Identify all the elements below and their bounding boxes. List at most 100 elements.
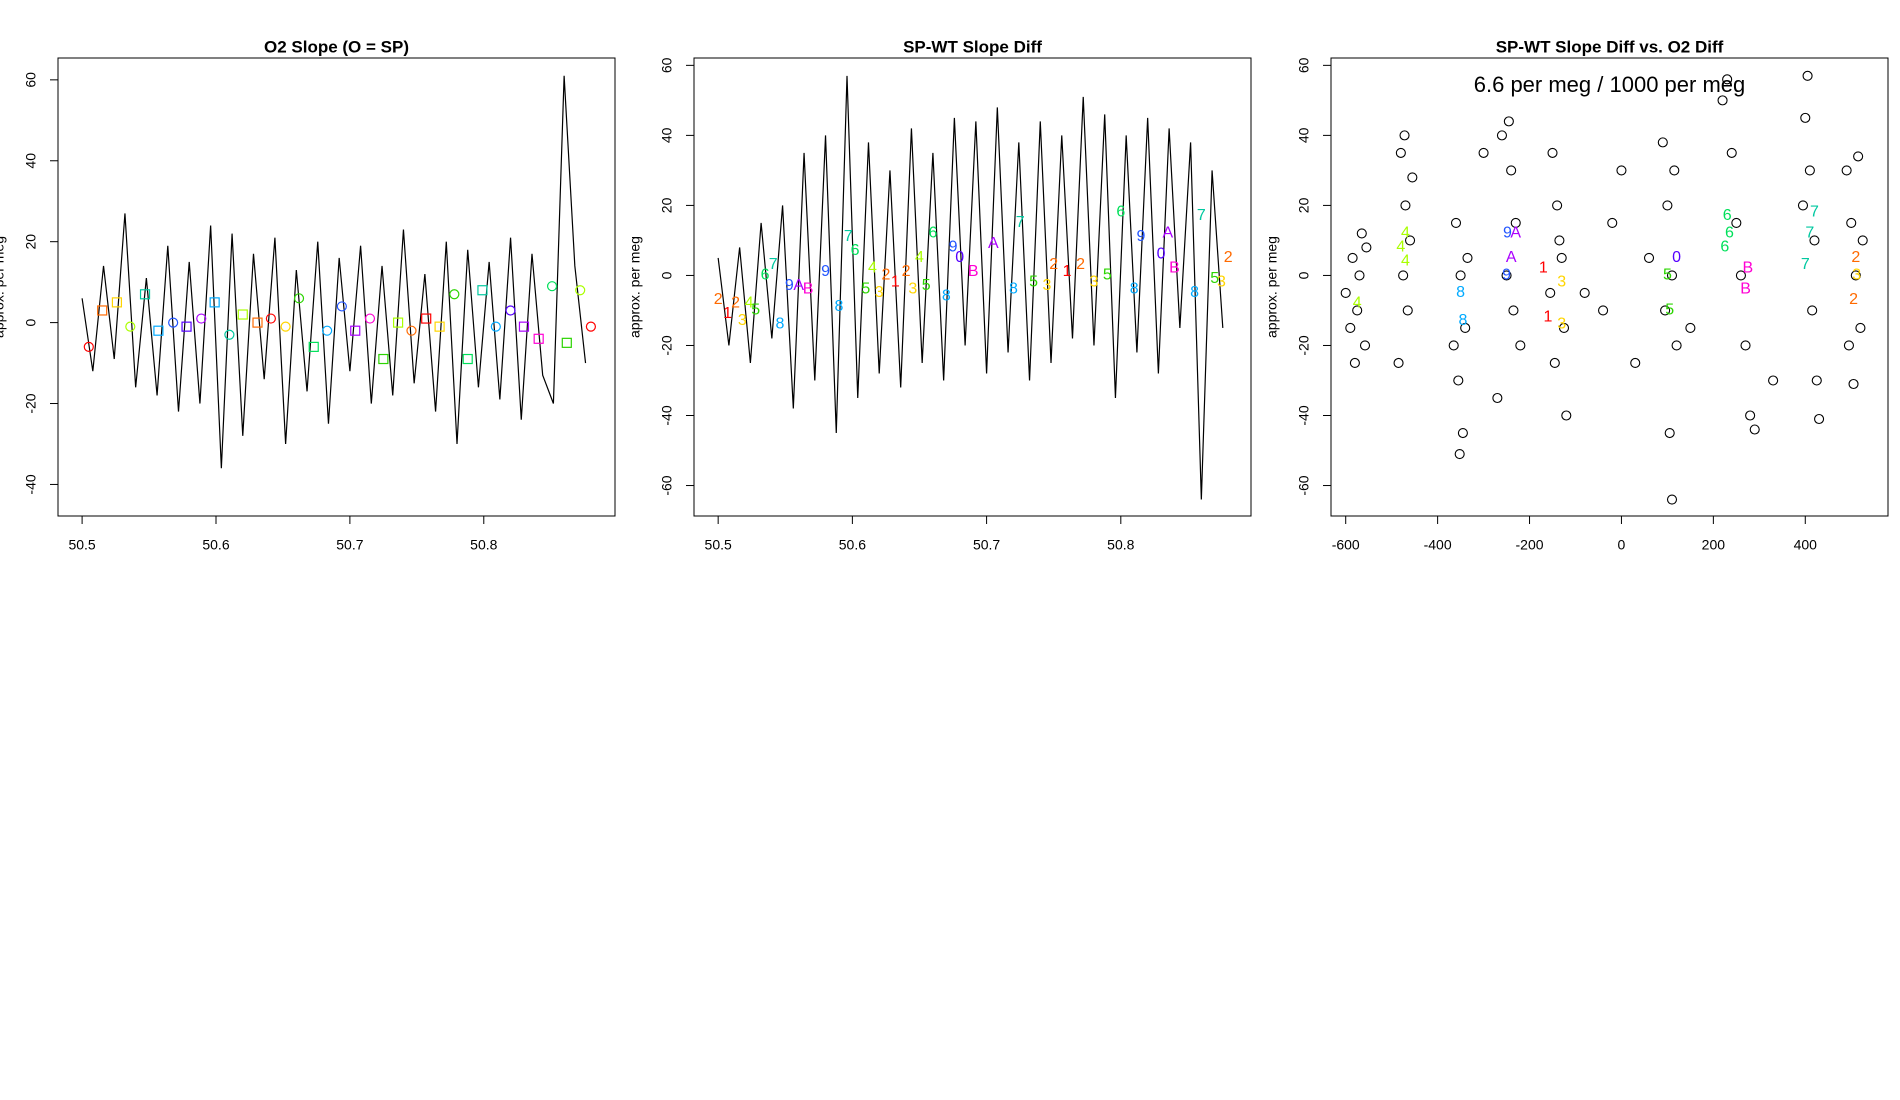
point-label: 8 bbox=[1130, 281, 1139, 298]
circle-marker bbox=[168, 317, 179, 328]
scatter-point bbox=[1855, 322, 1866, 334]
panel: O2 Slope (O = SP) approx. per meg 50.5 50.6… bbox=[0, 37, 616, 553]
scatter-point bbox=[1552, 200, 1563, 211]
scatter-point bbox=[1478, 147, 1489, 158]
square-marker bbox=[350, 325, 361, 336]
scatter-point bbox=[1545, 287, 1556, 299]
point-label: 8 bbox=[1009, 281, 1018, 298]
point-label: 5 bbox=[861, 281, 870, 298]
scatter-point bbox=[1503, 116, 1514, 127]
point-label: 4 bbox=[1396, 239, 1405, 256]
circle-marker bbox=[336, 301, 347, 312]
circle-marker bbox=[125, 321, 136, 332]
point-label: 9 bbox=[785, 277, 794, 294]
scatter-point bbox=[1558, 322, 1570, 334]
y-tick-label: -40 bbox=[23, 474, 39, 494]
scatter-point bbox=[1359, 340, 1371, 351]
y-tick-label: 60 bbox=[659, 57, 675, 73]
point-label: 9 bbox=[1503, 225, 1512, 242]
y-tick-label: 20 bbox=[659, 197, 675, 213]
scatter-point bbox=[1850, 270, 1861, 281]
point-label: 5 bbox=[1029, 274, 1038, 291]
point-label: A bbox=[1510, 225, 1521, 242]
x-tick-label: -400 bbox=[1424, 537, 1452, 553]
square-marker bbox=[518, 321, 530, 332]
point-label: 8 bbox=[1190, 284, 1199, 301]
square-marker bbox=[181, 321, 192, 332]
y-tick-label: -20 bbox=[659, 335, 675, 355]
point-label: 2 bbox=[902, 263, 911, 280]
square-marker bbox=[462, 353, 473, 365]
scatter-point bbox=[1660, 305, 1671, 316]
point-label: 2 bbox=[1049, 256, 1058, 273]
circle-marker bbox=[322, 325, 333, 336]
y-axis-label: approx. per meg bbox=[1264, 236, 1280, 338]
point-label: A bbox=[1506, 249, 1517, 266]
x-tick-label: 50.7 bbox=[336, 537, 363, 553]
scatter-point bbox=[1453, 375, 1464, 386]
point-label: 7 bbox=[1197, 207, 1206, 224]
point-label: 5 bbox=[1663, 267, 1672, 284]
point-label: 7 bbox=[1805, 225, 1814, 242]
x-tick-label: 50.6 bbox=[839, 537, 866, 553]
y-tick-label: -60 bbox=[1296, 475, 1312, 495]
square-marker bbox=[252, 317, 263, 328]
point-label: A bbox=[1162, 225, 1173, 242]
point-label: 0 bbox=[955, 249, 964, 266]
x-tick-label: 0 bbox=[1618, 537, 1626, 553]
scatter-point bbox=[1454, 448, 1465, 460]
x-tick-label: 50.6 bbox=[202, 537, 229, 553]
point-label: 3 bbox=[738, 312, 747, 329]
circle-marker bbox=[406, 325, 417, 336]
scatter-point bbox=[1662, 200, 1673, 211]
scatter-point bbox=[1345, 322, 1356, 334]
point-label: 2 bbox=[1849, 291, 1858, 308]
plot-frame bbox=[693, 57, 1252, 517]
point-label: 5 bbox=[922, 277, 931, 294]
point-label: 7 bbox=[1810, 204, 1819, 221]
circle-marker bbox=[575, 285, 586, 296]
x-tick-label: -600 bbox=[1332, 537, 1360, 553]
scatter-point bbox=[1407, 172, 1418, 183]
y-axis-label: approx. per meg bbox=[0, 236, 7, 338]
point-label: 7 bbox=[844, 228, 853, 245]
circle-marker bbox=[83, 341, 94, 352]
scatter-point bbox=[1809, 235, 1820, 246]
point-label: 6 bbox=[851, 242, 860, 259]
square-marker bbox=[378, 353, 389, 365]
scatter-point bbox=[1506, 165, 1517, 176]
x-tick-label: 50.8 bbox=[1107, 537, 1134, 553]
y-tick-label: 40 bbox=[1296, 127, 1312, 143]
square-marker bbox=[392, 317, 404, 328]
point-label: 7 bbox=[1016, 214, 1025, 231]
point-label: 1 bbox=[891, 274, 900, 291]
point-label: 6 bbox=[1723, 207, 1732, 224]
scatter-point bbox=[1556, 252, 1567, 263]
x-tick-label: 50.8 bbox=[470, 537, 497, 553]
point-label: 7 bbox=[1801, 256, 1810, 273]
point-label: 6 bbox=[928, 225, 937, 242]
scatter-point bbox=[1722, 74, 1733, 85]
circle-marker bbox=[293, 293, 305, 304]
y-tick-label: 20 bbox=[1296, 197, 1312, 213]
circle-marker bbox=[280, 321, 291, 332]
point-label: 8 bbox=[835, 298, 844, 315]
point-label: 0 bbox=[1672, 249, 1681, 266]
circle-marker bbox=[585, 321, 596, 332]
point-label: 7 bbox=[769, 256, 778, 273]
point-label: 1 bbox=[723, 305, 732, 322]
scatter-point bbox=[1853, 151, 1864, 162]
scatter-point bbox=[1735, 270, 1746, 281]
y-axis-label: approx. per meg bbox=[627, 236, 643, 338]
scatter-point bbox=[1797, 200, 1809, 211]
point-label: 4 bbox=[868, 260, 877, 277]
x-tick-label: 200 bbox=[1702, 537, 1726, 553]
scatter-point bbox=[1399, 130, 1410, 141]
y-tick-label: 0 bbox=[659, 271, 675, 279]
point-label: 2 bbox=[1224, 249, 1233, 266]
square-marker bbox=[561, 337, 572, 348]
scatter-point bbox=[1846, 217, 1857, 228]
scatter-point bbox=[1666, 494, 1678, 505]
scatter-point bbox=[1664, 427, 1675, 439]
